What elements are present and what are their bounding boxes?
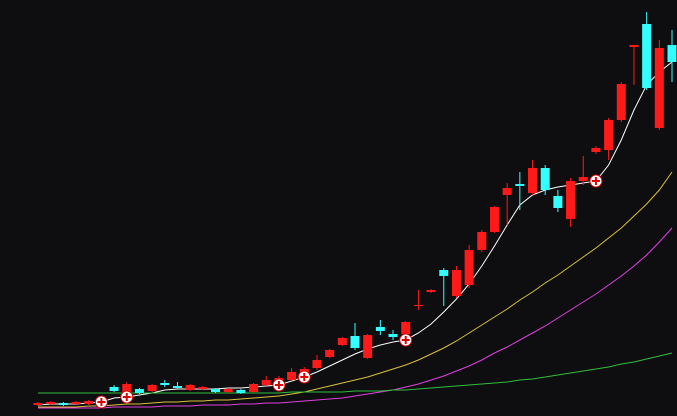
candle-body [464, 250, 474, 285]
signal-marker [297, 370, 311, 384]
candle-body [312, 360, 322, 368]
candle-body [134, 389, 144, 393]
signal-marker [120, 390, 134, 404]
candle-body [33, 403, 43, 405]
candle-body [540, 168, 550, 190]
candle-body [198, 387, 208, 389]
signal-marker [399, 333, 413, 347]
candle-body [477, 232, 487, 250]
candle-body [528, 168, 538, 193]
candle-body [375, 327, 385, 331]
candle-body [211, 389, 221, 392]
candle-body [84, 401, 94, 404]
candle-body [426, 290, 436, 292]
candle-body [350, 336, 360, 348]
candle-body [71, 402, 81, 404]
candle-body [261, 380, 271, 385]
candle-body [578, 177, 588, 181]
candle-body [236, 390, 246, 393]
candle-body [363, 335, 373, 358]
candle-body [566, 181, 576, 219]
signal-marker [94, 395, 108, 409]
candle-body [591, 148, 601, 152]
candle-body [553, 196, 563, 208]
candle-body [287, 372, 297, 380]
candle-body [642, 24, 652, 88]
candle-body [325, 350, 335, 357]
candle-body [337, 338, 347, 345]
signal-marker [272, 378, 286, 392]
candle-body [515, 184, 525, 186]
candle-body [172, 386, 182, 388]
candle-body [604, 120, 614, 150]
candle-body [160, 383, 170, 385]
candle-body [122, 384, 132, 393]
candle-body [502, 188, 512, 195]
candle-body [489, 207, 499, 232]
candle-body [46, 402, 56, 404]
moving-average-line [38, 227, 673, 409]
candle-body [667, 45, 677, 62]
candle-body [109, 387, 119, 391]
candle-body [147, 385, 157, 391]
candle-body [451, 270, 461, 296]
candle-body [439, 270, 449, 276]
candle-body [629, 45, 639, 47]
candle-body [401, 322, 411, 334]
candle-body [223, 389, 233, 392]
candle-body [185, 385, 195, 390]
candle-body [249, 384, 259, 392]
signal-marker [589, 174, 603, 188]
candle-body [388, 334, 398, 337]
candle-body [616, 84, 626, 120]
candle-body [58, 403, 68, 405]
candle-body [413, 305, 423, 306]
moving-average-line [38, 171, 673, 408]
candle-body [654, 48, 664, 128]
